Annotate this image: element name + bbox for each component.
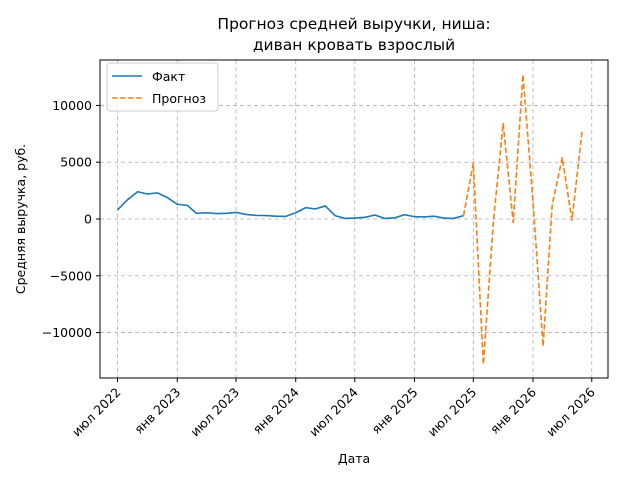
x-axis-label: Дата xyxy=(338,451,370,466)
y-axis-label: Средняя выручка, руб. xyxy=(13,144,28,294)
y-tick-label: 5000 xyxy=(60,155,92,170)
y-tick-label: 0 xyxy=(84,212,92,227)
x-tick-label: янв 2023 xyxy=(131,385,183,437)
chart-title-line-1: Прогноз средней выручки, ниша: xyxy=(217,15,490,33)
x-tick-label: июл 2022 xyxy=(69,385,124,440)
x-tick-label: июл 2023 xyxy=(187,385,242,440)
legend: Факт Прогноз xyxy=(106,62,219,112)
x-tick-label: июл 2024 xyxy=(306,384,361,439)
x-tick-label: июл 2026 xyxy=(543,384,598,439)
x-tick-label: июл 2025 xyxy=(425,385,480,440)
x-tick-label: янв 2024 xyxy=(250,384,302,436)
legend-label-forecast: Прогноз xyxy=(152,91,206,106)
legend-label-fact: Факт xyxy=(152,69,185,84)
y-tick-label: −10000 xyxy=(42,325,92,340)
series-line-fact xyxy=(116,190,464,220)
x-tick-label: янв 2025 xyxy=(368,385,420,437)
series-line-forecast xyxy=(462,73,583,366)
y-tick-label: 10000 xyxy=(52,98,92,113)
x-tick-label: янв 2026 xyxy=(487,384,539,436)
chart-title-line-2: диван кровать взрослый xyxy=(253,36,455,54)
legend-box xyxy=(106,62,219,112)
y-tick-label: −5000 xyxy=(50,268,92,283)
x-axis: июл 2022 янв 2023 июл 2023 янв 2024 июл 2024… xyxy=(69,378,598,439)
plot-lines xyxy=(116,73,583,366)
y-axis: 10000 5000 0 −5000 −10000 xyxy=(42,98,100,340)
